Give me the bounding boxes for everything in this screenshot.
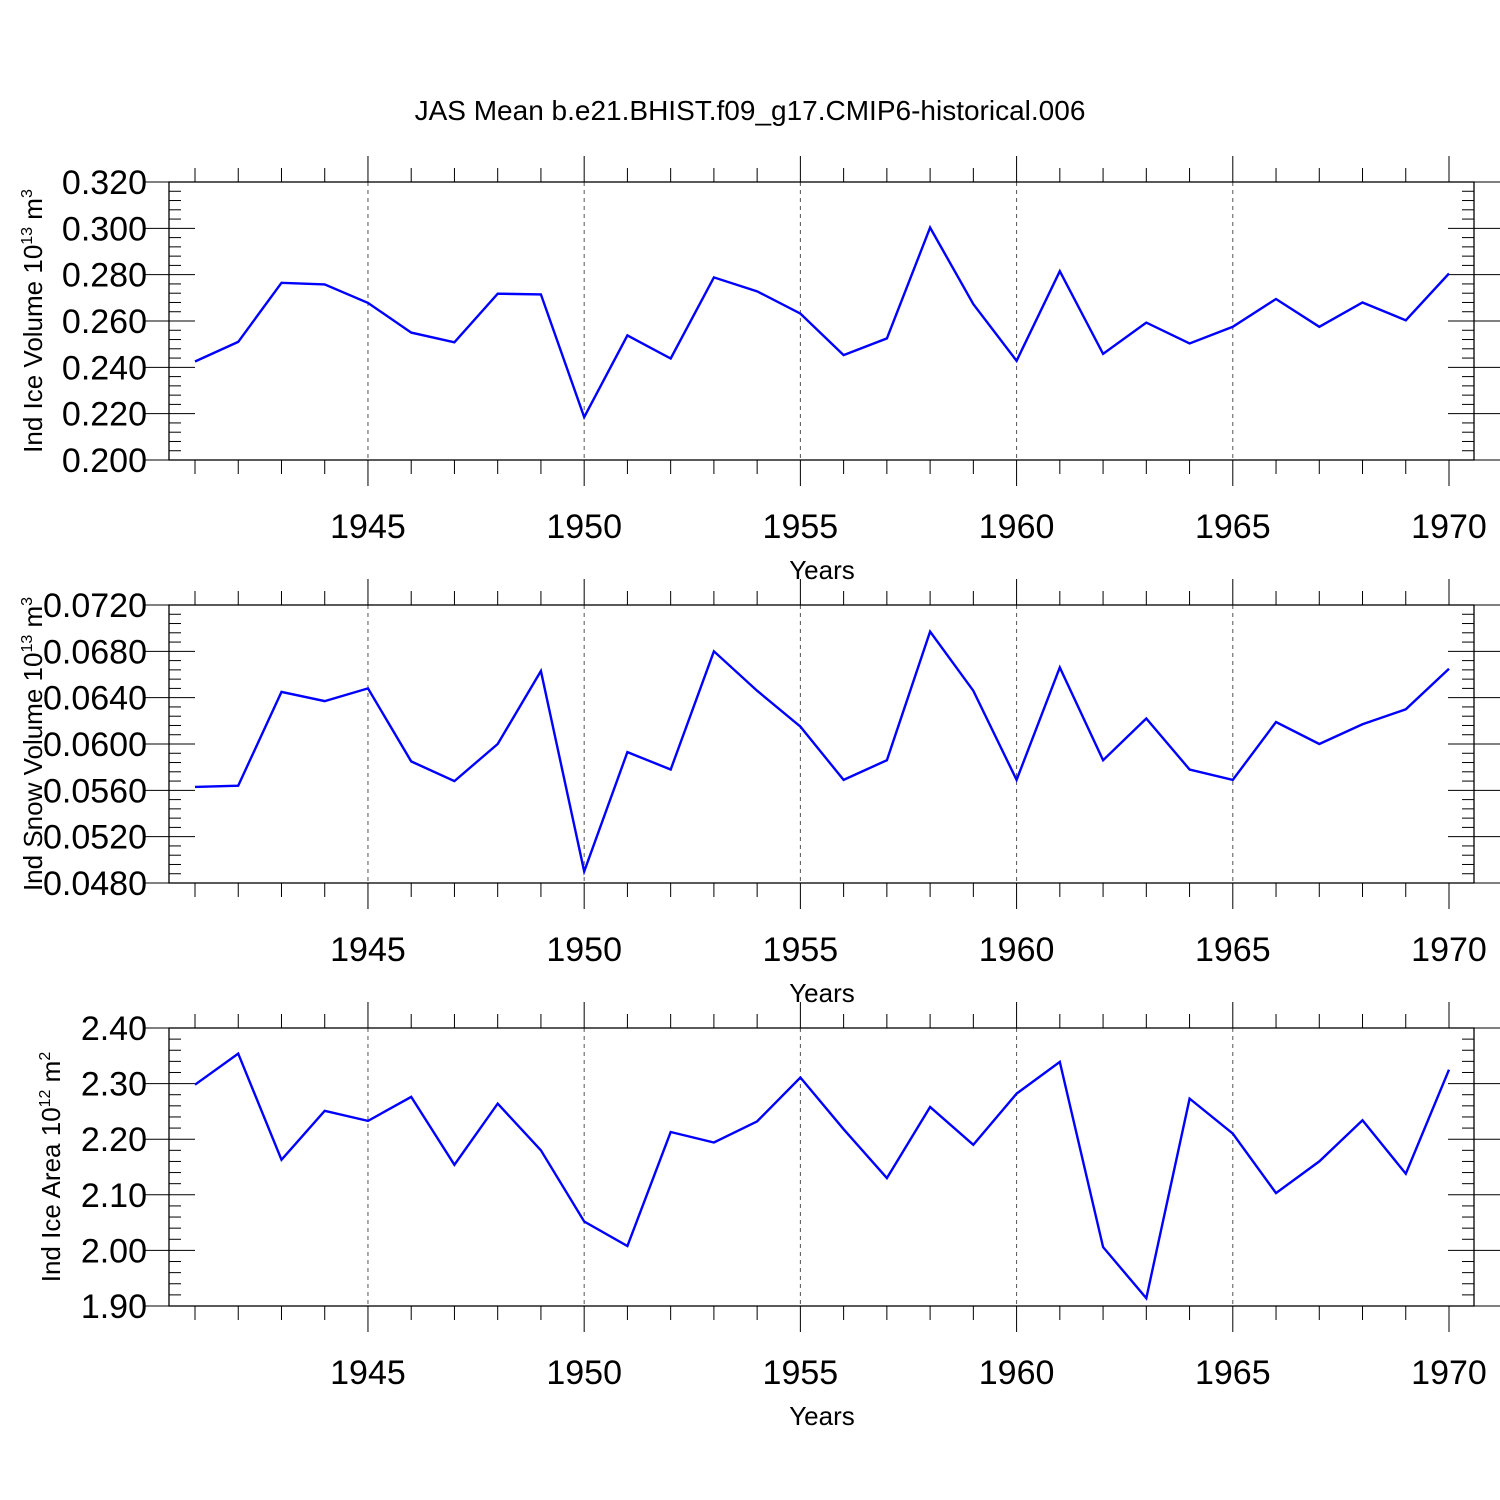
y-tick-label: 0.240	[62, 349, 147, 387]
series-line-1	[194, 224, 1450, 421]
y-tick-label: 0.0600	[43, 726, 147, 764]
y-tick-label: 2.30	[81, 1066, 147, 1104]
y-tick-label: 0.0720	[43, 587, 147, 625]
y-tick-label: 0.0640	[43, 680, 147, 718]
y-axis-title: Ind Ice Volume 1013 m3	[18, 189, 48, 453]
chart-panel-3: 1945 1950 1955 1960 1965 1970 Years 1.90 2.00 2.1…	[36, 1002, 1500, 1431]
y-tick-label: 0.220	[62, 396, 147, 434]
y-axis-title-superscript: 12	[37, 1089, 54, 1107]
y-tick-label: 0.280	[62, 257, 147, 295]
y-tick-label: 2.10	[81, 1177, 147, 1215]
y-tick-label: 0.300	[62, 210, 147, 248]
y-tick-label: 0.0480	[43, 865, 147, 903]
x-tick-label: 1955	[763, 1354, 839, 1392]
y-tick-label: 0.0560	[43, 772, 147, 810]
chart-panel-1: 1945 1950 1955 1960 1965 1970 Years 0.200 0.220 0…	[18, 156, 1500, 585]
y-tick-label: 0.0520	[43, 819, 147, 857]
y-axis-title-superscript: 3	[19, 189, 36, 198]
y-axis-title-superscript: 3	[19, 597, 36, 606]
y-tick-label: 2.40	[81, 1010, 147, 1048]
plot-frame	[168, 181, 1475, 461]
x-axis-title: Years	[789, 555, 855, 585]
x-tick-label: 1945	[330, 1354, 406, 1392]
y-tick-label: 2.00	[81, 1232, 147, 1270]
x-tick-label: 1970	[1411, 1354, 1487, 1392]
x-tick-label: 1960	[979, 931, 1055, 969]
y-axis-title-part: Ind Ice Area 10	[36, 1107, 66, 1282]
series-line-1	[194, 1051, 1451, 1301]
x-tick-label: 1970	[1411, 931, 1487, 969]
plot-frame	[168, 1027, 1475, 1307]
x-tick-label: 1955	[763, 508, 839, 546]
y-axis-title-part: m	[36, 1061, 66, 1090]
x-tick-label: 1970	[1411, 508, 1487, 546]
x-axis-title: Years	[789, 1401, 855, 1431]
x-tick-label: 1960	[979, 1354, 1055, 1392]
y-axis-title: Ind Ice Area 1012 m2	[36, 1052, 66, 1283]
x-tick-label: 1965	[1195, 931, 1271, 969]
y-axis-title-superscript: 2	[37, 1052, 54, 1061]
chart-panel-2: 1945 1950 1955 1960 1965 1970 Years 0.0480 0.052…	[18, 579, 1500, 1008]
chart-title: JAS Mean b.e21.BHIST.f09_g17.CMIP6-histo…	[415, 95, 1086, 126]
x-axis-title: Years	[789, 978, 855, 1008]
y-axis-title-superscript: 13	[19, 635, 36, 653]
y-axis-title-part: m	[18, 198, 48, 227]
x-tick-label: 1965	[1195, 508, 1271, 546]
x-tick-label: 1945	[330, 931, 406, 969]
y-axis-title-part: Ind Snow Volume 10	[18, 653, 48, 892]
x-tick-label: 1950	[546, 508, 622, 546]
y-tick-label: 0.200	[62, 442, 147, 480]
y-axis-title-part: Ind Ice Volume 10	[18, 245, 48, 453]
y-axis-title-part: m	[18, 606, 48, 635]
y-tick-label: 0.320	[62, 164, 147, 202]
series-line-1	[194, 629, 1450, 876]
y-axis-title-superscript: 13	[19, 227, 36, 245]
y-tick-label: 2.20	[81, 1121, 147, 1159]
y-axis-title: Ind Snow Volume 1013 m3	[18, 597, 48, 891]
x-tick-label: 1950	[546, 1354, 622, 1392]
x-tick-label: 1950	[546, 931, 622, 969]
y-tick-label: 0.260	[62, 303, 147, 341]
y-tick-label: 0.0680	[43, 633, 147, 671]
x-tick-label: 1965	[1195, 1354, 1271, 1392]
y-tick-label: 1.90	[81, 1288, 147, 1326]
x-tick-label: 1945	[330, 508, 406, 546]
plot-frame	[168, 604, 1475, 884]
x-tick-label: 1955	[763, 931, 839, 969]
x-tick-label: 1960	[979, 508, 1055, 546]
